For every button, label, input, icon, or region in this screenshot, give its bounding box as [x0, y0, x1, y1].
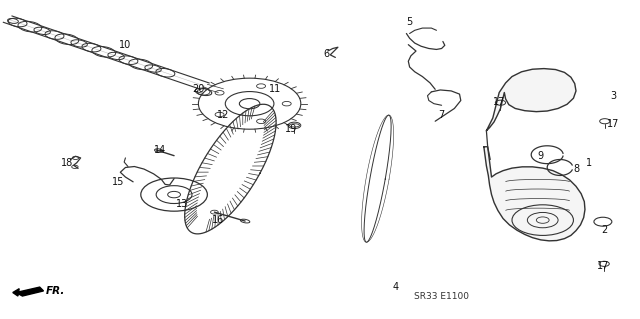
Text: 10: 10 — [118, 40, 131, 50]
Text: 14: 14 — [154, 145, 166, 155]
Text: 5: 5 — [406, 17, 413, 27]
Text: 11: 11 — [269, 84, 282, 94]
Text: 1: 1 — [586, 158, 592, 168]
Text: 2: 2 — [602, 225, 608, 235]
Text: 9: 9 — [538, 151, 544, 161]
Text: 18: 18 — [61, 158, 74, 168]
Text: 12: 12 — [216, 110, 229, 120]
Text: 4: 4 — [392, 282, 399, 292]
Text: 8: 8 — [573, 164, 579, 174]
Text: 19: 19 — [285, 124, 298, 134]
Polygon shape — [13, 289, 19, 296]
Text: 7: 7 — [438, 110, 445, 120]
Text: 6: 6 — [323, 49, 330, 59]
Polygon shape — [486, 69, 576, 131]
Polygon shape — [16, 287, 44, 296]
Text: 20: 20 — [192, 84, 205, 94]
Text: FR.: FR. — [46, 286, 65, 296]
Text: 16: 16 — [211, 215, 224, 225]
Text: 13: 13 — [176, 199, 189, 209]
Text: 17: 17 — [607, 119, 620, 130]
Text: 3: 3 — [610, 91, 616, 101]
Text: 15: 15 — [112, 177, 125, 187]
Polygon shape — [484, 147, 585, 241]
Text: 17: 17 — [493, 97, 506, 107]
Text: 17: 17 — [597, 261, 610, 271]
Text: SR33 E1100: SR33 E1100 — [414, 293, 469, 301]
